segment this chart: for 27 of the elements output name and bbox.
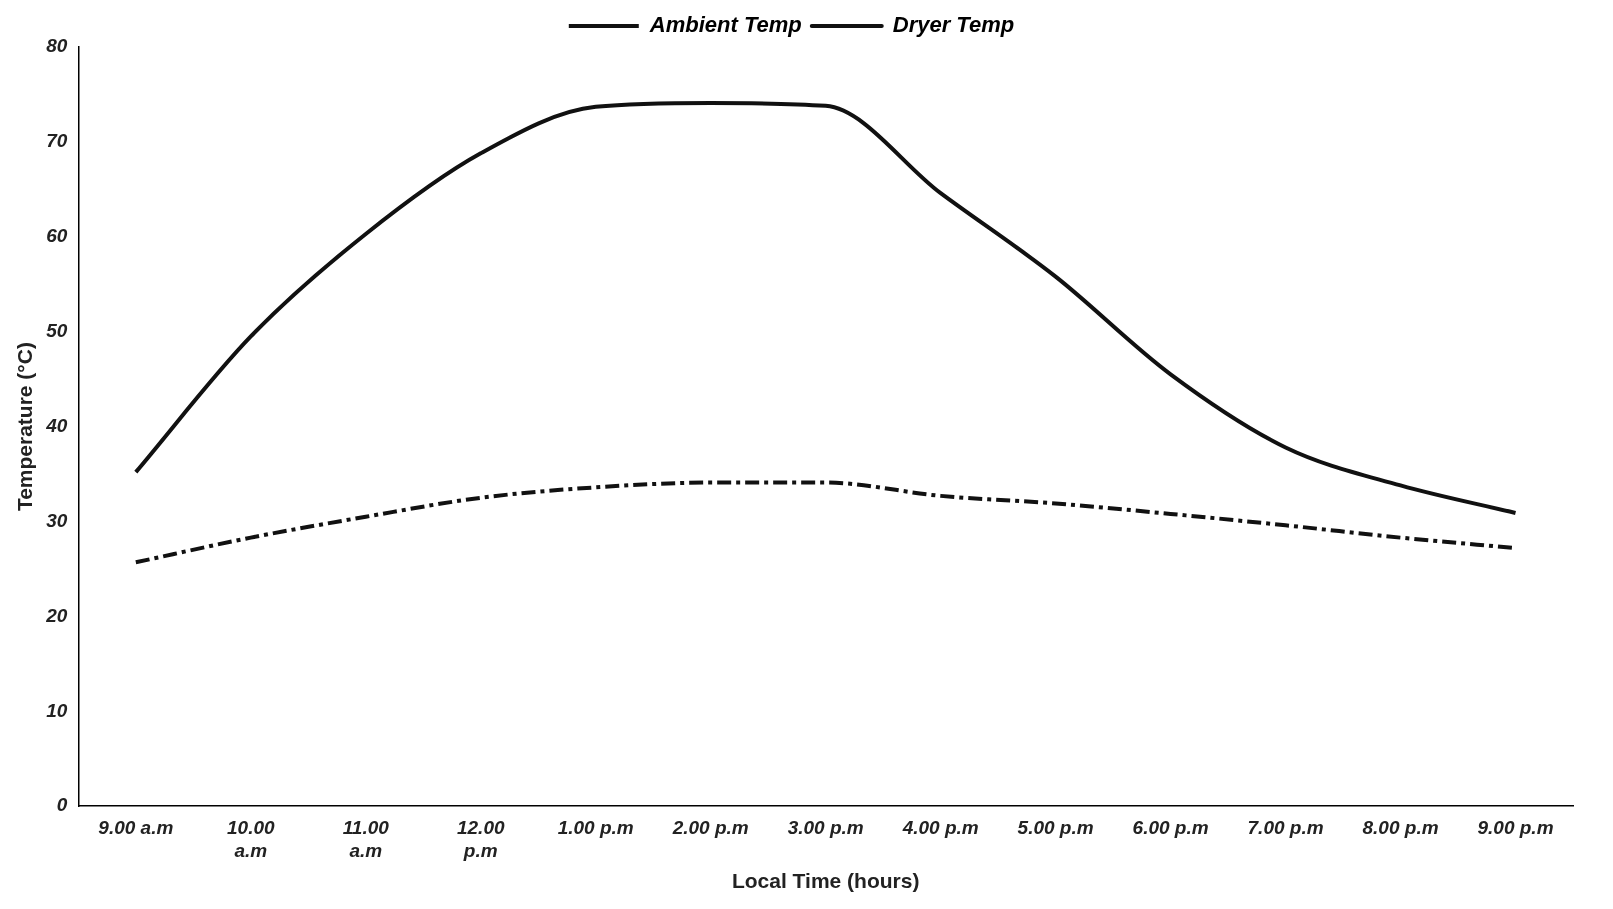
y-tick-label: 30: [46, 509, 68, 531]
y-tick-label: 50: [46, 319, 68, 341]
y-tick-label: 0: [56, 794, 68, 816]
y-tick-label: 20: [45, 604, 68, 626]
x-tick-label: 3.00 p.m: [787, 816, 864, 838]
x-tick-label: 9.00 p.m: [1477, 816, 1554, 838]
x-tick-label: 6.00 p.m: [1132, 816, 1209, 838]
y-tick-label: 40: [45, 414, 68, 436]
y-axis-title: Temperature (°C): [13, 342, 37, 512]
x-tick-label: 9.00 a.m: [98, 816, 174, 838]
y-tick-label: 80: [46, 35, 68, 57]
x-axis-title: Local Time (hours): [731, 869, 920, 893]
x-tick-label: 5.00 p.m: [1017, 816, 1094, 838]
x-tick-label: 1.00 p.m: [557, 816, 634, 838]
x-tick-label: 7.00 p.m: [1247, 816, 1324, 838]
x-tick-label: 10.00 a.m: [227, 816, 275, 861]
x-tick-label: 2.00 p.m: [671, 816, 749, 838]
x-tick-label: 12.00 p.m: [456, 816, 505, 861]
legend-label: Ambient Temp: [648, 12, 802, 38]
y-tick-label: 70: [46, 130, 68, 152]
y-tick-label: 10: [46, 699, 68, 721]
line-series: [133, 100, 1518, 515]
y-tick-label: 60: [46, 225, 68, 247]
x-tick-label: 11.00 a.m: [342, 816, 390, 861]
legend-label: Dryer Temp: [892, 12, 1015, 38]
x-tick-label: 4.00 p.m: [901, 816, 979, 838]
x-tick-label: 8.00 p.m: [1362, 816, 1439, 838]
